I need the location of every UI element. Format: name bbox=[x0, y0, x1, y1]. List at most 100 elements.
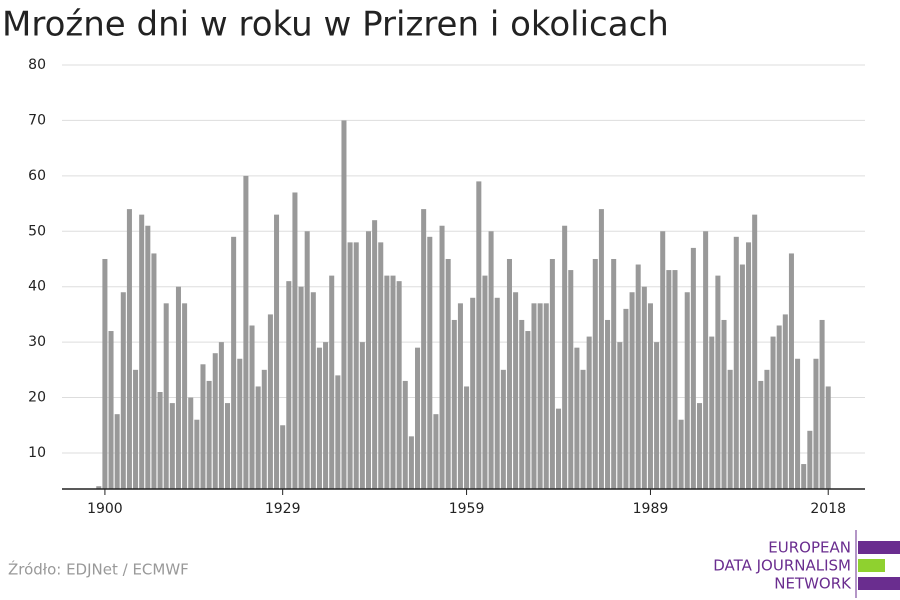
bar bbox=[347, 242, 353, 489]
bar bbox=[378, 242, 384, 489]
bar bbox=[359, 342, 365, 489]
bar bbox=[562, 225, 568, 489]
bar bbox=[654, 342, 660, 489]
bar bbox=[623, 308, 629, 489]
bar bbox=[611, 258, 617, 489]
bar bbox=[592, 258, 598, 489]
bar bbox=[102, 258, 108, 489]
bar bbox=[182, 303, 188, 489]
bar bbox=[531, 303, 537, 489]
bar bbox=[464, 386, 470, 489]
bar bbox=[494, 297, 500, 489]
bar bbox=[439, 225, 445, 489]
bar bbox=[525, 331, 531, 489]
bar bbox=[641, 286, 647, 489]
bar bbox=[807, 430, 813, 489]
bar bbox=[310, 292, 316, 489]
bar bbox=[764, 369, 770, 489]
bar bbox=[139, 214, 145, 489]
bar bbox=[188, 397, 194, 489]
logo-bar bbox=[858, 541, 900, 554]
bar bbox=[433, 414, 439, 489]
bar bbox=[408, 436, 414, 489]
bar bbox=[605, 319, 611, 489]
bar bbox=[470, 297, 476, 489]
bar bbox=[120, 292, 126, 489]
bar bbox=[108, 331, 114, 489]
bar bbox=[298, 286, 304, 489]
bar bbox=[224, 403, 231, 489]
bar bbox=[770, 336, 776, 489]
bar bbox=[384, 275, 390, 489]
bar bbox=[672, 270, 678, 489]
bar bbox=[255, 386, 261, 489]
logo-bar bbox=[858, 559, 885, 572]
y-tick-label: 30 bbox=[28, 334, 46, 350]
y-tick-label: 20 bbox=[28, 390, 46, 406]
bar bbox=[598, 209, 604, 490]
bar bbox=[329, 275, 335, 489]
bar bbox=[555, 408, 562, 489]
bar bbox=[746, 242, 752, 489]
bar bbox=[660, 231, 666, 489]
bar bbox=[421, 209, 427, 490]
bar bbox=[819, 319, 825, 489]
y-tick-label: 10 bbox=[28, 445, 46, 461]
bar bbox=[157, 392, 163, 489]
bar bbox=[169, 403, 175, 489]
bar bbox=[733, 236, 739, 489]
bar bbox=[703, 231, 709, 489]
bar bbox=[323, 342, 329, 489]
bar bbox=[647, 303, 653, 489]
bar bbox=[274, 214, 280, 489]
y-tick-label: 60 bbox=[28, 168, 46, 184]
bar bbox=[476, 181, 482, 489]
logo-text: NETWORK bbox=[774, 575, 852, 593]
bar bbox=[795, 358, 801, 489]
bar bbox=[488, 231, 494, 489]
bar bbox=[739, 264, 745, 489]
bar bbox=[788, 253, 794, 489]
bar bbox=[782, 314, 788, 489]
bar bbox=[586, 336, 592, 489]
bar bbox=[151, 253, 157, 489]
bar bbox=[813, 358, 819, 489]
bar bbox=[678, 419, 684, 489]
bar bbox=[304, 231, 310, 489]
x-tick-label: 1959 bbox=[449, 501, 485, 517]
bar bbox=[218, 342, 224, 489]
bar bbox=[390, 275, 396, 489]
bar bbox=[617, 342, 623, 489]
y-tick-label: 40 bbox=[28, 279, 46, 295]
bar bbox=[684, 292, 690, 489]
bar bbox=[126, 209, 132, 490]
bar bbox=[709, 336, 715, 489]
logo-bar bbox=[858, 577, 900, 590]
bar bbox=[482, 275, 488, 489]
bar bbox=[243, 175, 249, 489]
bar bbox=[353, 242, 359, 489]
bar bbox=[451, 319, 457, 489]
logo-text: DATA JOURNALISM bbox=[713, 557, 851, 575]
bar bbox=[114, 414, 120, 489]
bar bbox=[249, 325, 255, 489]
bar bbox=[690, 247, 696, 489]
bar bbox=[427, 236, 433, 489]
logo-text: EUROPEAN bbox=[768, 539, 851, 557]
bar bbox=[758, 380, 764, 489]
bar bbox=[200, 364, 206, 489]
bar bbox=[696, 403, 703, 489]
x-tick-label: 1929 bbox=[265, 501, 301, 517]
bar bbox=[457, 303, 463, 489]
bar bbox=[580, 369, 586, 489]
bar bbox=[415, 347, 421, 489]
bar bbox=[513, 292, 519, 489]
x-tick-label: 1900 bbox=[87, 501, 123, 517]
bar bbox=[292, 192, 298, 490]
bar bbox=[500, 369, 506, 489]
x-tick-label: 1989 bbox=[633, 501, 669, 517]
bar bbox=[776, 325, 782, 489]
bar bbox=[445, 258, 451, 489]
bar bbox=[549, 258, 555, 489]
